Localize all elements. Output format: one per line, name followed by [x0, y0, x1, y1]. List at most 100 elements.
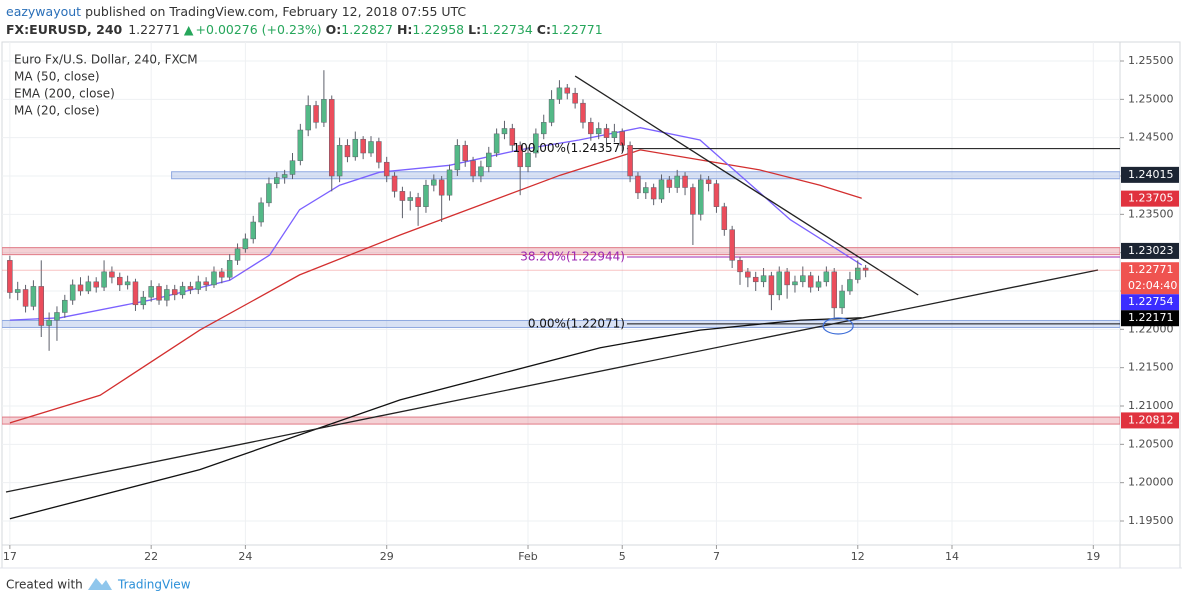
- x-tick-label: 19: [1086, 550, 1100, 563]
- candle-body: [705, 179, 712, 184]
- price-label: 1.24015: [1128, 168, 1174, 181]
- y-tick-label: 1.20000: [1128, 476, 1174, 489]
- candle-body: [69, 284, 76, 301]
- candle-body: [234, 248, 241, 261]
- candle-body: [525, 152, 531, 168]
- candle-body: [305, 105, 311, 131]
- candle-body: [666, 179, 673, 188]
- candle-body: [399, 191, 406, 201]
- user[interactable]: eazywayout: [6, 4, 81, 19]
- o: 1.22827: [341, 22, 393, 37]
- candle-body: [768, 275, 775, 296]
- zone: [2, 319, 1120, 328]
- candle-body: [454, 145, 461, 171]
- x-tick-label: 17: [3, 550, 17, 563]
- candle-body: [38, 286, 45, 326]
- c: 1.22771: [551, 22, 603, 37]
- footer-brand[interactable]: TradingView: [117, 578, 191, 592]
- highlight-ellipse: [822, 317, 854, 335]
- candle-body: [446, 169, 453, 196]
- plot: [2, 70, 1120, 520]
- zone: [2, 416, 1120, 425]
- candle-body: [478, 166, 484, 177]
- l: 1.22734: [481, 22, 533, 37]
- l-label: L:: [468, 22, 481, 37]
- candle-body: [698, 179, 704, 215]
- y-tick-label: 1.24500: [1128, 131, 1174, 144]
- symbol: FX:EURUSD, 240: [6, 22, 123, 37]
- candle-body: [619, 131, 625, 146]
- candle-body: [336, 145, 343, 177]
- candle-body: [595, 128, 602, 135]
- candle-body: [132, 281, 139, 306]
- last: 1.22771: [128, 22, 180, 37]
- price-label: 1.23705: [1128, 192, 1174, 205]
- candle-body: [226, 260, 233, 278]
- candle-body: [721, 206, 728, 230]
- candle-body: [266, 183, 272, 204]
- h-label: H:: [397, 22, 412, 37]
- y-tick-label: 1.25000: [1128, 92, 1174, 105]
- candle-body: [109, 271, 115, 278]
- price-label-box: [1121, 166, 1179, 183]
- candle-body: [46, 319, 52, 326]
- trendline: [574, 75, 919, 296]
- price-label-box: [1121, 294, 1179, 311]
- candle-body: [187, 286, 194, 290]
- candle-body: [580, 102, 586, 123]
- candle-body: [438, 179, 445, 196]
- fib-label: 0.00%(1.22071): [528, 316, 625, 330]
- countdown: 02:04:40: [1128, 279, 1177, 292]
- candle-body: [423, 184, 429, 207]
- price-label-box: [1121, 190, 1179, 207]
- candle-body: [823, 271, 830, 283]
- candle-body: [815, 281, 822, 288]
- candle-body: [556, 87, 563, 100]
- candle-body: [391, 175, 398, 192]
- candle-body: [383, 161, 390, 177]
- candle-body: [729, 229, 735, 261]
- o-label: O:: [326, 22, 342, 37]
- fib-label: 38.20%(1.22944): [520, 249, 625, 263]
- candle-body: [752, 276, 759, 283]
- candle-body: [572, 92, 578, 104]
- candle-body: [501, 128, 508, 135]
- candle-body: [250, 221, 256, 240]
- tradingview-logo: [88, 578, 112, 590]
- price-label: 1.20812: [1128, 413, 1174, 426]
- legend-entry: MA (20, close): [14, 104, 100, 118]
- candle-body: [509, 128, 516, 146]
- fib-label: 100.00%(1.24357): [513, 141, 625, 155]
- candle-body: [533, 133, 539, 154]
- candle-body: [658, 179, 665, 200]
- candle-body: [313, 105, 319, 123]
- candle-body: [352, 138, 359, 158]
- x-tick-label: 29: [380, 550, 394, 563]
- candle-body: [156, 286, 162, 301]
- candle-body: [93, 281, 99, 288]
- x-tick-label: 14: [945, 550, 959, 563]
- candle-body: [462, 145, 468, 161]
- y-tick-label: 1.23500: [1128, 207, 1174, 220]
- c-label: C:: [537, 22, 551, 37]
- price-label: 1.22771: [1128, 263, 1174, 276]
- candle-body: [690, 187, 696, 215]
- y-tick-label: 1.21000: [1128, 399, 1174, 412]
- y-tick-label: 1.19500: [1128, 514, 1174, 527]
- candle-body: [407, 197, 414, 201]
- x-tick-label: 24: [238, 550, 252, 563]
- candle-body: [376, 141, 382, 163]
- price-label-box: [1121, 242, 1179, 259]
- candle-body: [219, 271, 225, 278]
- candle-body: [117, 276, 123, 286]
- candle-body: [486, 152, 492, 168]
- candle-body: [22, 289, 29, 307]
- price-label-box: [1121, 262, 1179, 295]
- candle-body: [54, 312, 60, 321]
- zone: [2, 247, 1120, 256]
- candle-body: [643, 187, 649, 194]
- candle-body: [603, 128, 610, 138]
- x-tick-label: 5: [619, 550, 626, 563]
- candle-body: [242, 238, 249, 250]
